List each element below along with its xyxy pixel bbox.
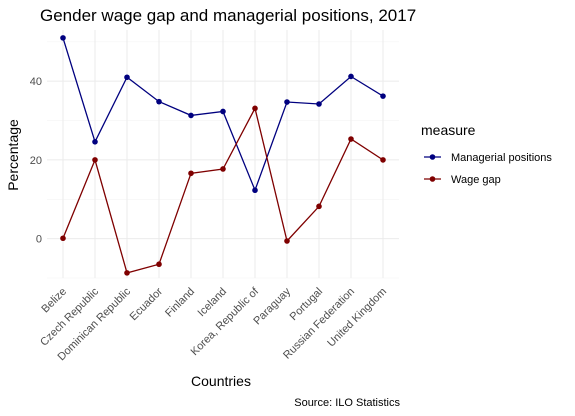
data-point (92, 157, 98, 163)
data-point (316, 203, 322, 210)
y-tick-label: 40 (30, 76, 42, 88)
data-point (252, 187, 258, 194)
legend-key (424, 154, 441, 160)
legend-key (424, 176, 441, 182)
legend-label: Wage gap (451, 174, 501, 186)
y-tick-label: 20 (30, 155, 42, 167)
data-point (92, 138, 98, 145)
chart-title: Gender wage gap and managerial positions… (40, 6, 416, 25)
y-tick-label: 0 (36, 234, 42, 246)
data-point (156, 98, 162, 105)
data-point (60, 35, 66, 41)
y-tick-labels: 0 20 40 (30, 76, 42, 245)
data-point (316, 101, 322, 107)
data-point (380, 93, 386, 99)
data-point (284, 99, 290, 105)
legend: measure Managerial positions Wage gap (421, 122, 552, 186)
data-point (220, 166, 226, 172)
x-axis-title: Countries (191, 373, 251, 389)
data-point (348, 136, 354, 142)
data-point (220, 108, 226, 115)
x-tick-label: Ecuador (128, 285, 166, 323)
data-point (284, 238, 290, 244)
data-point (156, 261, 162, 268)
legend-title: measure (421, 122, 476, 138)
x-tick-label: Belize (39, 286, 69, 316)
source-caption: Source: ILO Statistics (294, 397, 400, 409)
y-axis-title: Percentage (5, 119, 21, 191)
legend-label: Managerial positions (451, 152, 552, 164)
data-point (124, 74, 130, 81)
data-point (188, 170, 194, 177)
series-group (60, 35, 386, 276)
data-point (124, 270, 130, 276)
x-tick-label: United Kingdom (325, 286, 389, 350)
data-point (252, 105, 258, 112)
data-point (188, 112, 194, 119)
grid (47, 30, 399, 279)
data-point (60, 235, 66, 242)
x-tick-label: Finland (163, 286, 197, 320)
data-point (348, 73, 354, 80)
data-point (380, 157, 386, 163)
